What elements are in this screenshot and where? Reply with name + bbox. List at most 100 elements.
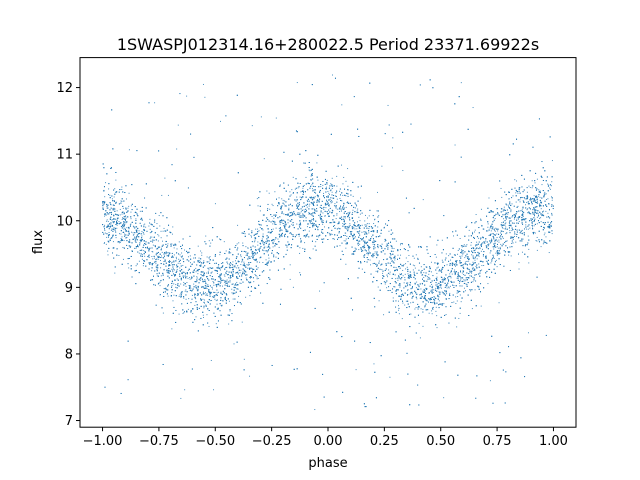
data-point bbox=[534, 182, 536, 184]
data-point bbox=[457, 249, 459, 251]
data-point bbox=[533, 200, 535, 202]
data-point bbox=[526, 197, 528, 199]
data-point bbox=[418, 288, 420, 290]
data-point bbox=[502, 231, 504, 233]
data-point bbox=[471, 264, 473, 266]
data-point bbox=[272, 246, 274, 248]
data-point bbox=[516, 217, 518, 219]
data-point bbox=[178, 295, 180, 297]
data-point bbox=[268, 243, 270, 245]
data-point bbox=[295, 200, 297, 202]
data-point bbox=[548, 252, 550, 254]
data-point bbox=[454, 269, 456, 271]
data-point bbox=[476, 274, 478, 276]
data-point bbox=[155, 253, 157, 255]
data-point bbox=[470, 290, 472, 292]
data-point bbox=[411, 293, 413, 295]
data-point bbox=[330, 202, 332, 204]
data-point bbox=[261, 228, 263, 230]
data-point bbox=[295, 214, 297, 216]
data-point bbox=[514, 235, 516, 237]
data-point bbox=[405, 286, 407, 288]
data-point bbox=[239, 282, 241, 284]
data-point bbox=[124, 218, 126, 220]
data-point bbox=[436, 315, 438, 317]
data-point bbox=[345, 232, 347, 234]
data-point bbox=[478, 248, 480, 250]
data-point bbox=[354, 236, 356, 238]
data-point bbox=[536, 223, 538, 225]
data-point bbox=[272, 228, 274, 230]
data-point bbox=[381, 269, 383, 271]
data-point bbox=[502, 227, 504, 229]
data-point bbox=[498, 239, 500, 241]
data-point bbox=[536, 240, 538, 242]
data-point bbox=[496, 233, 498, 235]
data-point bbox=[234, 284, 236, 286]
data-point bbox=[124, 227, 126, 229]
data-point bbox=[121, 200, 123, 202]
data-point bbox=[104, 242, 106, 244]
data-point bbox=[149, 237, 151, 239]
data-point bbox=[231, 292, 233, 294]
data-point bbox=[438, 291, 440, 293]
data-point bbox=[338, 232, 340, 234]
data-point bbox=[438, 288, 440, 290]
data-point bbox=[112, 219, 114, 220]
data-point bbox=[327, 203, 329, 205]
data-point bbox=[342, 222, 344, 224]
data-point bbox=[297, 187, 299, 189]
data-point bbox=[368, 215, 370, 217]
data-point bbox=[171, 233, 173, 235]
data-point bbox=[453, 271, 455, 273]
data-point bbox=[505, 226, 507, 228]
data-point bbox=[475, 274, 477, 276]
data-point bbox=[251, 255, 253, 257]
data-point bbox=[294, 214, 296, 216]
data-point bbox=[526, 201, 528, 203]
data-point bbox=[181, 256, 183, 258]
data-point bbox=[321, 229, 323, 231]
data-point bbox=[361, 268, 363, 270]
data-point bbox=[497, 247, 499, 249]
data-point bbox=[237, 265, 239, 267]
data-point bbox=[492, 257, 494, 259]
data-point bbox=[171, 291, 173, 293]
data-point bbox=[203, 287, 205, 289]
data-point bbox=[211, 296, 213, 298]
data-point bbox=[347, 185, 349, 187]
data-point bbox=[399, 283, 401, 285]
data-point bbox=[455, 262, 457, 264]
data-point bbox=[396, 277, 398, 279]
data-point bbox=[464, 280, 466, 282]
data-point bbox=[518, 187, 520, 189]
data-point bbox=[345, 240, 347, 242]
data-point bbox=[185, 285, 187, 287]
data-point bbox=[231, 288, 233, 290]
data-point bbox=[248, 257, 250, 259]
data-point bbox=[322, 223, 324, 225]
data-point bbox=[296, 213, 298, 215]
data-point bbox=[346, 235, 348, 237]
data-point bbox=[531, 222, 533, 224]
data-point bbox=[214, 262, 216, 264]
data-point bbox=[344, 217, 346, 219]
data-point bbox=[465, 283, 467, 285]
data-point bbox=[138, 230, 140, 232]
data-point bbox=[257, 244, 259, 246]
data-point bbox=[257, 241, 259, 243]
data-point bbox=[468, 229, 470, 231]
data-point bbox=[459, 294, 461, 296]
data-point bbox=[202, 314, 204, 316]
data-point bbox=[164, 177, 166, 179]
data-point bbox=[319, 290, 321, 292]
data-point bbox=[167, 243, 169, 245]
data-point bbox=[315, 192, 317, 194]
data-point bbox=[377, 247, 379, 249]
data-point bbox=[357, 240, 359, 242]
data-point bbox=[158, 235, 160, 237]
data-point bbox=[193, 257, 195, 259]
data-point bbox=[325, 186, 327, 188]
data-point bbox=[135, 239, 137, 241]
data-point bbox=[286, 244, 288, 246]
